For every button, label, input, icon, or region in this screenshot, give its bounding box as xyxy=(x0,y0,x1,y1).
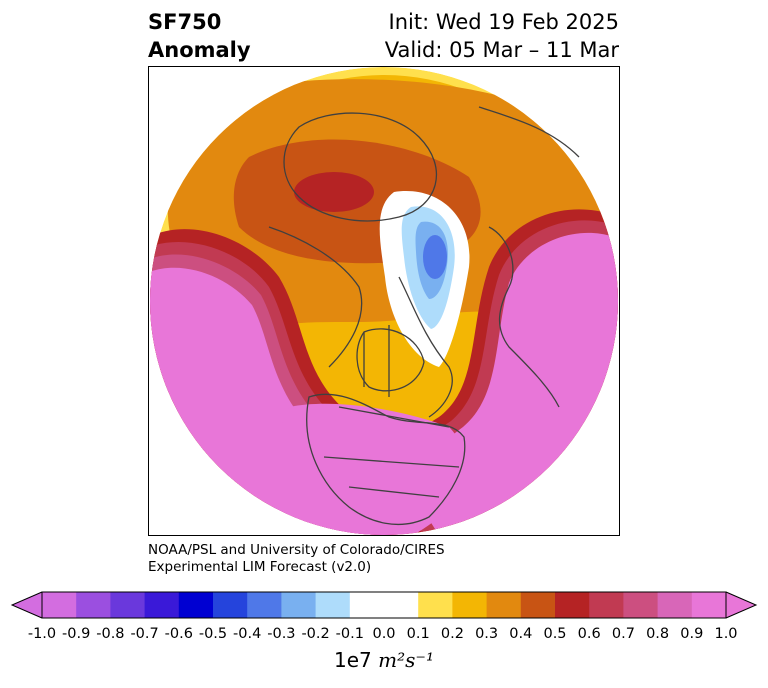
init-date-label: Init: Wed 19 Feb 2025 xyxy=(388,10,619,34)
colorbar-cell xyxy=(247,592,282,618)
colorbar-tick-label: 0.7 xyxy=(611,626,635,642)
colorbar xyxy=(10,591,758,619)
units-prefix: 1e7 xyxy=(334,648,379,672)
colorbar-cell xyxy=(349,592,385,618)
map-panel xyxy=(148,66,620,536)
colorbar-tick-label: 0.4 xyxy=(509,626,533,642)
colorbar-extend-high xyxy=(726,592,756,618)
chart-title-left: SF750 Anomaly xyxy=(148,8,251,64)
colorbar-tick-label: -0.3 xyxy=(267,626,296,642)
colorbar-tick-label: 0.1 xyxy=(406,626,430,642)
chart-title-right: Init: Wed 19 Feb 2025 Valid: 05 Mar – 11… xyxy=(385,8,619,64)
valid-date-label: Valid: 05 Mar – 11 Mar xyxy=(384,38,619,62)
colorbar-tick-label: 0.0 xyxy=(372,626,396,642)
colorbar-units: 1e7 m²s⁻¹ xyxy=(0,648,768,672)
colorbar-cell xyxy=(144,592,180,618)
colorbar-cell xyxy=(589,592,624,618)
credit-line-1: NOAA/PSL and University of Colorado/CIRE… xyxy=(148,542,445,558)
colorbar-cell xyxy=(213,592,248,618)
colorbar-tick-label: 1.0 xyxy=(714,626,738,642)
colorbar-tick-label: 0.9 xyxy=(680,626,704,642)
colorbar-tick-label: 0.3 xyxy=(475,626,499,642)
colorbar-cell xyxy=(486,592,522,618)
polar-map xyxy=(150,67,618,535)
colorbar-ticks: -1.0 -0.9 -0.8 -0.7 -0.6 -0.5 -0.4 -0.3 -0.2 -0.1… xyxy=(0,626,768,646)
colorbar-cell xyxy=(657,592,693,618)
colorbar-tick-label: 0.2 xyxy=(440,626,464,642)
colorbar-cell xyxy=(452,592,488,618)
colorbar-cell xyxy=(555,592,590,618)
colorbar-tick-label: -0.8 xyxy=(96,626,125,642)
colorbar-tick-label: -0.7 xyxy=(130,626,159,642)
colorbar-cell xyxy=(384,592,419,618)
colorbar-tick-label: 0.6 xyxy=(577,626,601,642)
colorbar-cell xyxy=(520,592,556,618)
colorbar-tick-label: -1.0 xyxy=(27,626,57,642)
colorbar-cell xyxy=(110,592,146,618)
colorbar-cell xyxy=(623,592,659,618)
colorbar-tick-label: -0.4 xyxy=(233,626,262,642)
credit-text: NOAA/PSL and University of Colorado/CIRE… xyxy=(148,542,445,576)
colorbar-cell xyxy=(178,592,214,618)
colorbar-tick-label: -0.1 xyxy=(335,626,364,642)
colorbar-tick-label: -0.2 xyxy=(301,626,330,642)
colorbar-tick-label: 0.8 xyxy=(646,626,670,642)
colorbar-tick-label: -0.6 xyxy=(164,626,193,642)
colorbar-cell xyxy=(315,592,351,618)
colorbar-tick-label: 0.5 xyxy=(543,626,567,642)
colorbar-cell xyxy=(42,592,77,618)
colorbar-tick-label: -0.9 xyxy=(62,626,91,642)
colorbar-tick-label: -0.5 xyxy=(198,626,228,642)
variable-label: SF750 xyxy=(148,10,222,34)
colorbar-extend-low xyxy=(12,592,42,618)
colorbar-cell xyxy=(418,592,453,618)
anomaly-label: Anomaly xyxy=(148,38,251,62)
anomaly-field xyxy=(150,67,618,535)
colorbar-cell xyxy=(691,592,727,618)
coastlines xyxy=(268,106,580,525)
credit-line-2: Experimental LIM Forecast (v2.0) xyxy=(148,559,372,575)
units-symbol: m²s⁻¹ xyxy=(378,648,434,672)
colorbar-cell xyxy=(281,592,317,618)
colorbar-cell xyxy=(76,592,111,618)
